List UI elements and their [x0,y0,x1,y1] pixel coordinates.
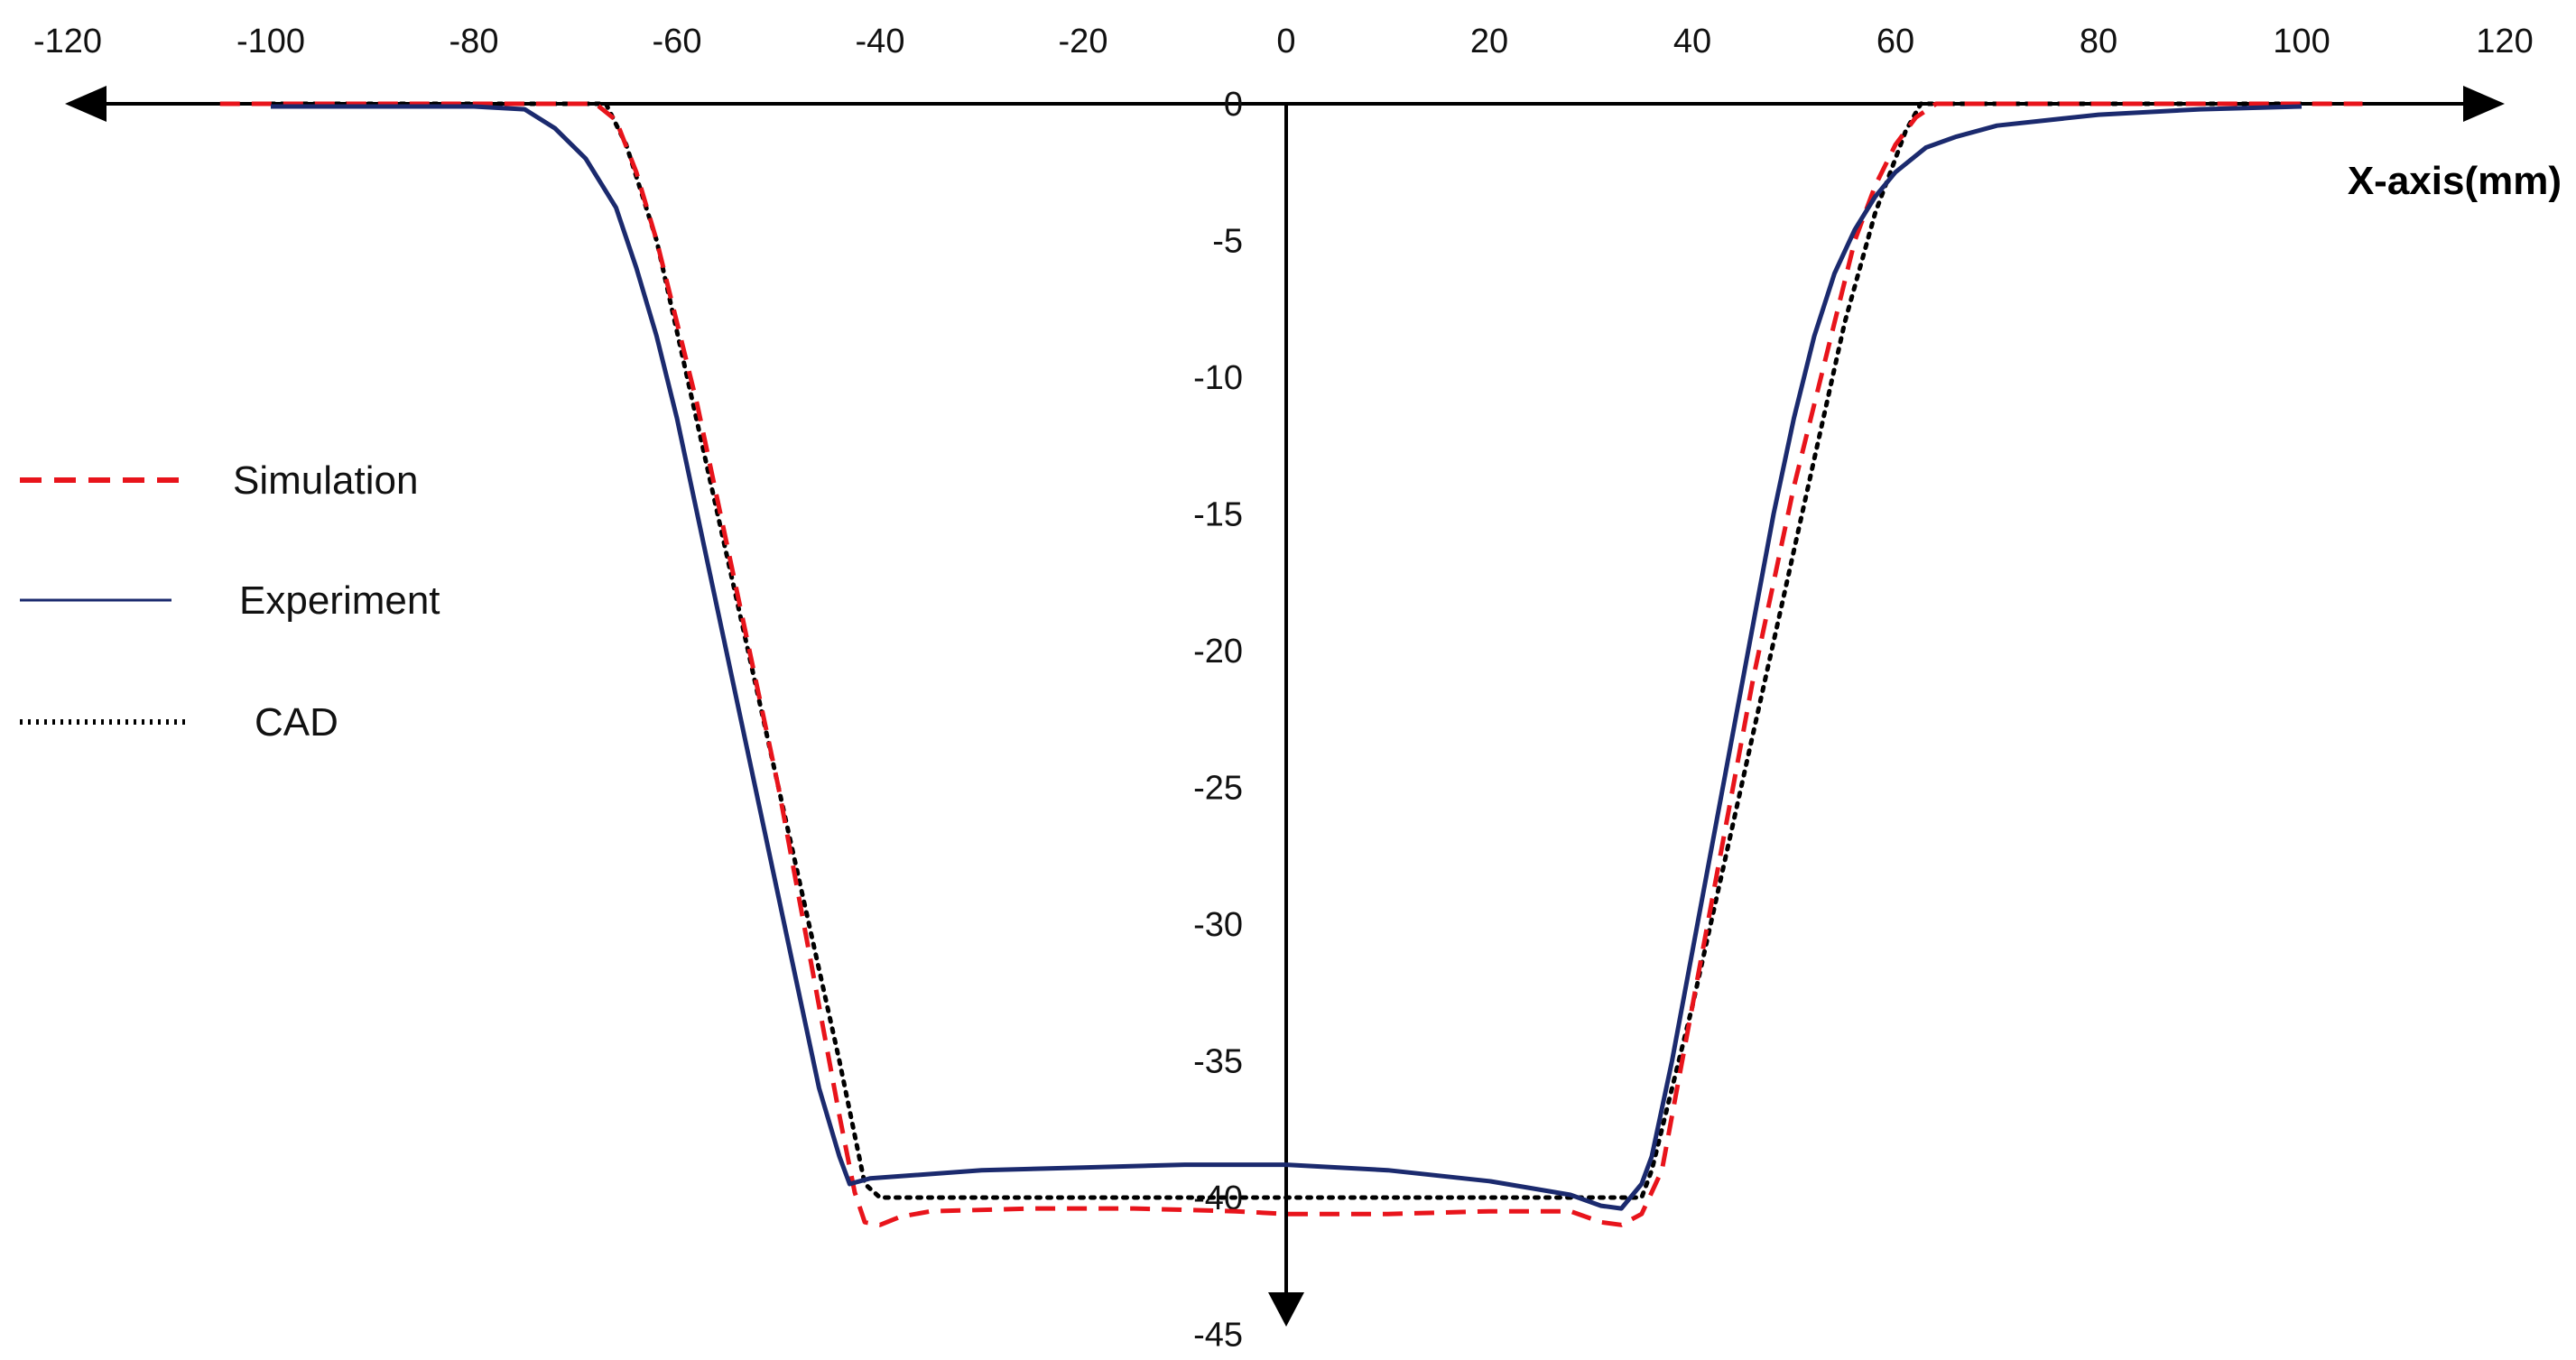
x-axis-arrow-left [65,86,107,122]
x-tick-label: -100 [236,23,305,60]
axes [65,86,2505,1327]
x-tick-label: 120 [2476,23,2533,60]
x-tick-label: 60 [1876,23,1914,60]
x-tick-label: 40 [1673,23,1711,60]
legend-label-cad: CAD [255,700,338,745]
series-line-simulation [219,101,2363,1227]
x-tick-label: 80 [2080,23,2117,60]
y-tick-label: 0 [1224,86,1243,124]
legend-label-simulation: Simulation [233,458,418,503]
x-tick-label: -120 [33,23,102,60]
y-tick-label: -10 [1193,359,1243,397]
x-tick-label: -60 [653,23,702,60]
legend: Simulation Experiment CAD [20,458,440,745]
y-tick-label: -25 [1193,770,1243,808]
y-tick-label: -5 [1212,223,1243,261]
x-axis-label: X-axis(mm) [2348,159,2562,203]
x-tick-label: 100 [2273,23,2330,60]
legend-label-experiment: Experiment [239,578,440,623]
y-tick-label: -15 [1193,496,1243,534]
x-tick-label: -40 [856,23,905,60]
x-tick-labels: -120 -100 -80 -60 -40 -20 0 20 40 60 80 100 120 [33,23,2534,60]
series-line-cad [268,101,2304,1200]
y-axis-arrow-down [1268,1292,1304,1327]
x-axis-arrow-right [2463,86,2505,122]
x-tick-label: -80 [449,23,499,60]
x-tick-label: 0 [1276,23,1295,60]
y-tick-label: -45 [1193,1317,1243,1355]
y-tick-label: -35 [1193,1043,1243,1081]
y-tick-labels: 0-5-10-15-20-25-30-35-40-45 [1193,86,1243,1355]
series-line-experiment [271,104,2303,1211]
x-tick-label: 20 [1470,23,1508,60]
y-tick-label: -20 [1193,633,1243,671]
series-lines [219,101,2363,1227]
x-tick-label: -20 [1059,23,1108,60]
y-tick-label: -30 [1193,906,1243,944]
